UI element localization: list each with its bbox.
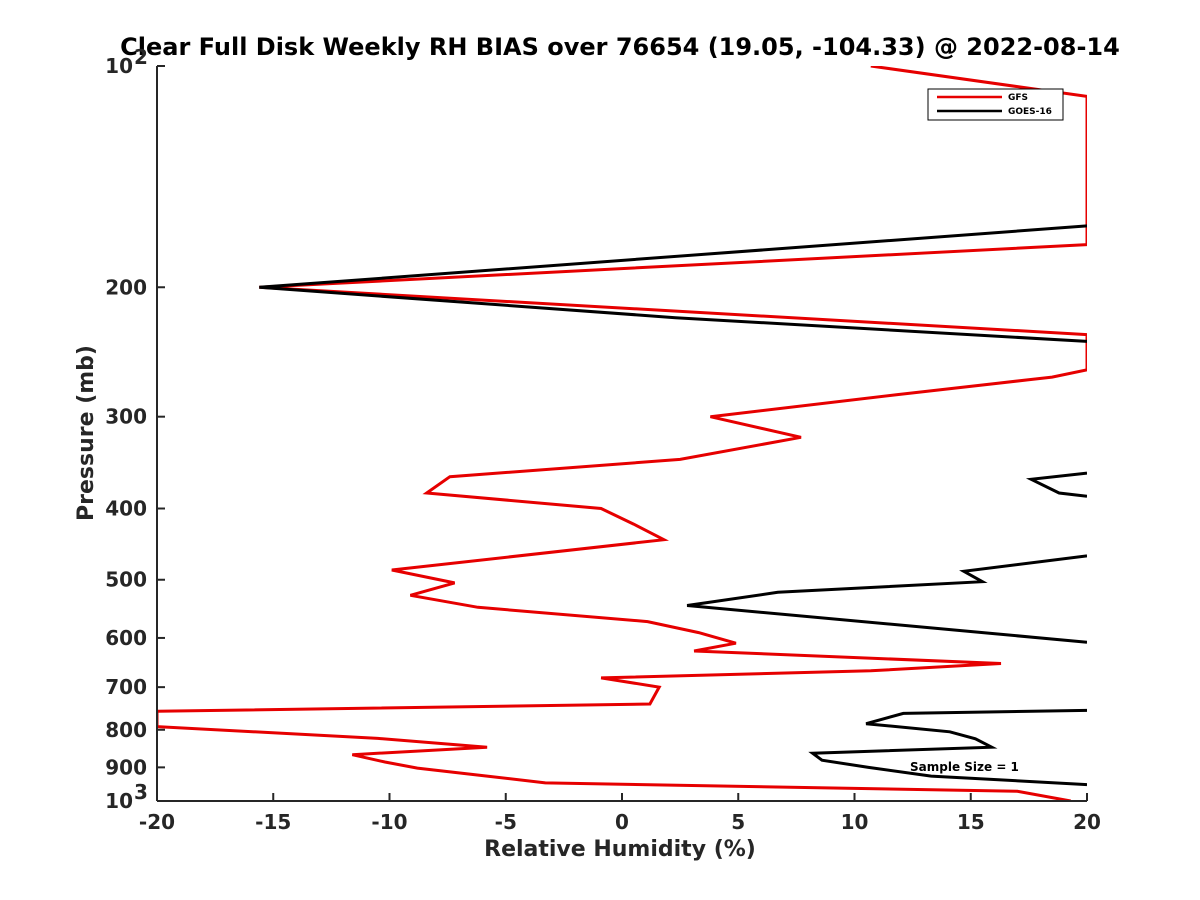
series-line-gfs — [157, 66, 1087, 801]
legend: GFS GOES-16 — [927, 88, 1064, 121]
y-tick-exponent: 3 — [134, 780, 148, 804]
x-tick-label: -15 — [255, 810, 291, 834]
x-tick-label: -20 — [139, 810, 175, 834]
sample-size-annotation: Sample Size = 1 — [910, 760, 1019, 774]
legend-box — [927, 88, 1064, 121]
y-tick-exponent: 2 — [134, 45, 148, 69]
y-tick-label: 300 — [105, 405, 147, 429]
x-tick-label: 15 — [957, 810, 985, 834]
legend-label-goes: GOES-16 — [1008, 107, 1052, 117]
y-tick-label: 400 — [105, 497, 147, 521]
series-line-goes-16-segment-1 — [259, 224, 1087, 343]
x-axis-label: Relative Humidity (%) — [484, 837, 756, 862]
y-tick-label: 700 — [105, 675, 147, 699]
series-line-goes-16-segment-2 — [1025, 471, 1087, 498]
x-tick-label: -10 — [371, 810, 407, 834]
y-tick-label: 900 — [105, 755, 147, 779]
y-tick-label: 800 — [105, 718, 147, 742]
x-tick-label: 5 — [731, 810, 745, 834]
x-tick-label: 10 — [841, 810, 869, 834]
y-tick-label: 500 — [105, 568, 147, 592]
y-tick-label: 10 — [105, 54, 133, 78]
y-tick-label: 10 — [105, 789, 133, 813]
chart-title: Clear Full Disk Weekly RH BIAS over 7665… — [120, 33, 1120, 61]
series-line-goes-16-segment-3 — [686, 554, 1087, 644]
y-tick-label: 200 — [105, 275, 147, 299]
y-axis-label: Pressure (mb) — [74, 345, 99, 521]
x-axis-ticks: -20 -15 -10 -5 0 5 10 15 20 — [139, 793, 1101, 834]
plot-area — [157, 66, 1087, 801]
x-tick-label: 20 — [1073, 810, 1101, 834]
y-tick-label: 600 — [105, 626, 147, 650]
x-tick-label: 0 — [615, 810, 629, 834]
series-line-goes-16-segment-4 — [808, 708, 1087, 787]
legend-label-gfs: GFS — [1008, 93, 1028, 103]
x-tick-label: -5 — [495, 810, 517, 834]
